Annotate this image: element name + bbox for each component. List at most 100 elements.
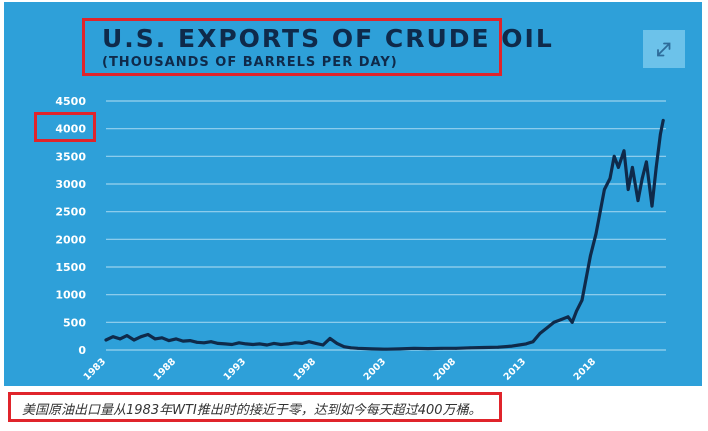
data-point bbox=[111, 335, 115, 339]
data-point bbox=[545, 326, 549, 330]
data-point bbox=[195, 340, 199, 344]
data-point bbox=[531, 340, 535, 344]
data-point bbox=[538, 332, 542, 335]
data-point bbox=[552, 320, 556, 324]
data-point bbox=[575, 309, 578, 313]
x-tick-label: 1993 bbox=[222, 356, 248, 382]
data-point bbox=[482, 346, 486, 349]
data-point bbox=[559, 318, 563, 321]
y-tick-label: 2500 bbox=[55, 206, 86, 219]
y-tick-label: 2000 bbox=[55, 233, 86, 246]
x-axis: 1983 1988 1993 1998 2003 2008 2013 2018 bbox=[82, 356, 599, 383]
y-tick-4000-highlight-box bbox=[34, 112, 96, 142]
data-point bbox=[286, 342, 290, 346]
x-tick-label: 2008 bbox=[432, 356, 459, 383]
data-point bbox=[202, 341, 206, 345]
data-point bbox=[384, 347, 388, 351]
y-tick-label: 3500 bbox=[55, 150, 86, 163]
x-tick-label: 2013 bbox=[502, 356, 528, 382]
data-point bbox=[370, 347, 374, 351]
data-point bbox=[356, 346, 360, 350]
title-highlight-box bbox=[82, 18, 502, 76]
data-point bbox=[293, 341, 297, 345]
data-point bbox=[160, 336, 164, 340]
data-point bbox=[307, 340, 311, 344]
data-point bbox=[617, 166, 620, 169]
data-point bbox=[598, 210, 602, 214]
y-tick-label: 1000 bbox=[55, 289, 86, 302]
y-tick-label: 4500 bbox=[55, 95, 86, 108]
data-point bbox=[265, 343, 269, 347]
data-point bbox=[223, 342, 227, 346]
data-point bbox=[645, 160, 648, 164]
data-point bbox=[342, 345, 346, 349]
y-axis: 4500 4000 3500 3000 2500 2000 1500 1000 500 0 bbox=[55, 95, 86, 357]
data-point bbox=[181, 339, 185, 343]
data-point bbox=[440, 346, 444, 350]
grid-layer bbox=[106, 100, 666, 351]
y-tick-label: 1500 bbox=[55, 261, 86, 274]
expand-arrows-icon bbox=[657, 42, 671, 57]
y-tick-label: 3000 bbox=[55, 178, 86, 191]
data-point bbox=[237, 341, 241, 345]
data-point bbox=[349, 346, 353, 350]
x-tick-label: 1988 bbox=[152, 356, 179, 383]
data-point bbox=[216, 341, 220, 345]
data-point bbox=[524, 342, 528, 346]
data-point bbox=[314, 341, 318, 345]
chart-title: U.S. EXPORTS OF CRUDE OIL bbox=[102, 24, 554, 53]
data-point bbox=[118, 337, 122, 341]
data-point bbox=[636, 199, 640, 203]
y-tick-label: 4000 bbox=[55, 123, 86, 136]
series-line-0 bbox=[104, 118, 665, 351]
data-point bbox=[589, 254, 592, 258]
data-point bbox=[139, 335, 143, 339]
data-point bbox=[398, 347, 402, 351]
data-point bbox=[570, 320, 574, 324]
data-point bbox=[300, 341, 304, 345]
data-point bbox=[328, 336, 332, 340]
data-point bbox=[125, 334, 129, 338]
data-point bbox=[209, 340, 213, 344]
series-layer bbox=[104, 118, 665, 351]
data-point bbox=[132, 338, 136, 342]
data-point bbox=[153, 337, 157, 341]
data-point bbox=[608, 177, 612, 180]
data-point bbox=[279, 343, 283, 346]
x-tick-label: 1983 bbox=[82, 356, 108, 382]
chart-subtitle: (THOUSANDS OF BARRELS PER DAY) bbox=[102, 55, 398, 70]
data-point bbox=[146, 333, 150, 336]
data-point bbox=[174, 337, 178, 341]
x-tick-label: 1998 bbox=[292, 356, 319, 383]
data-point bbox=[584, 276, 588, 280]
data-point bbox=[251, 343, 255, 346]
x-tick-label: 2018 bbox=[572, 356, 599, 383]
data-point bbox=[510, 344, 514, 348]
data-point bbox=[566, 315, 570, 319]
data-point bbox=[650, 204, 654, 208]
data-point bbox=[468, 346, 472, 350]
data-point bbox=[631, 166, 634, 169]
data-point bbox=[496, 345, 500, 349]
data-point bbox=[335, 341, 339, 345]
data-point bbox=[321, 343, 325, 347]
data-point bbox=[244, 342, 248, 346]
caption-text: 美国原油出口量从1983年WTI推出时的接近于零，达到如今每天超过400万桶。 bbox=[22, 403, 482, 418]
data-point bbox=[661, 118, 665, 122]
expand-button[interactable] bbox=[643, 30, 685, 68]
data-point bbox=[659, 132, 662, 136]
data-point bbox=[412, 346, 416, 350]
data-point bbox=[230, 343, 234, 346]
data-point bbox=[426, 347, 430, 351]
data-point bbox=[517, 343, 521, 347]
x-tick-label: 2003 bbox=[362, 356, 388, 382]
data-point bbox=[594, 232, 598, 236]
data-point bbox=[626, 188, 630, 191]
data-point bbox=[454, 346, 458, 350]
data-point bbox=[104, 338, 108, 342]
data-point bbox=[188, 339, 192, 342]
data-point bbox=[622, 149, 626, 153]
data-point bbox=[640, 177, 644, 180]
data-point bbox=[272, 341, 276, 345]
